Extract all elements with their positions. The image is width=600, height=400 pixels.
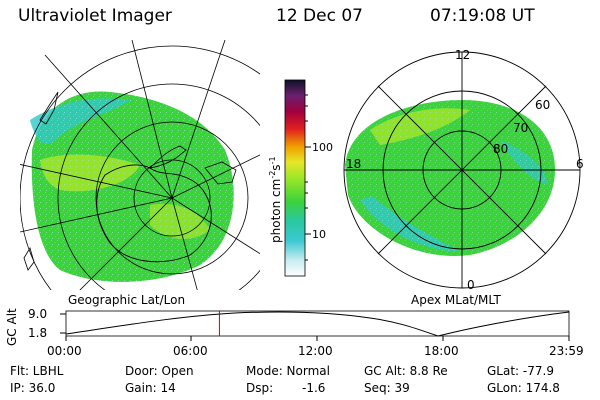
color-scale-bar — [284, 79, 306, 277]
info-seq: Seq: 39 — [364, 381, 410, 395]
altitude-xtick-2359: 23:59 — [549, 344, 584, 358]
altitude-plot — [60, 310, 570, 341]
altitude-xtick-1200: 12:00 — [298, 344, 333, 358]
altitude-ytick-low: 1.8 — [28, 326, 48, 340]
geographic-map — [20, 40, 260, 290]
info-dsp-value: -1.6 — [302, 381, 326, 395]
mlat-label-80: 80 — [493, 142, 509, 156]
colorbar-unit-s: s — [269, 164, 283, 171]
colorbar-unit: photon cm — [269, 178, 283, 243]
info-mode: Mode: Normal — [246, 364, 330, 378]
altitude-xtick-0000: 00:00 — [47, 344, 82, 358]
altitude-xtick-0600: 06:00 — [173, 344, 208, 358]
colorbar-unit-exp2: -1 — [268, 156, 277, 165]
colorbar-tick-100: 100 — [312, 141, 333, 154]
mlt-label-6: 6 — [576, 157, 584, 171]
altitude-ytick-high: 9.0 — [28, 307, 48, 321]
altitude-curve — [65, 311, 570, 337]
altitude-ylabel: GC Alt — [5, 308, 19, 346]
colorbar-axis-label: photon cm-2s-1 — [268, 156, 283, 243]
info-door: Door: Open — [125, 364, 194, 378]
mlt-label-12: 12 — [455, 48, 471, 62]
mlt-label-0: 0 — [467, 278, 475, 292]
colorbar-unit-exp1: -2 — [268, 170, 277, 179]
info-gc-alt: GC Alt: 8.8 Re — [364, 364, 448, 378]
left-map-caption: Geographic Lat/Lon — [68, 293, 186, 307]
info-flt: Flt: LBHL — [10, 364, 64, 378]
info-gain: Gain: 14 — [125, 381, 176, 395]
mlt-label-18: 18 — [346, 157, 362, 171]
colorbar-tick-10: 10 — [312, 228, 326, 241]
date-label: 12 Dec 07 — [276, 6, 363, 26]
info-ip: IP: 36.0 — [10, 381, 56, 395]
time-label: 07:19:08 UT — [430, 6, 535, 26]
info-glat: GLat: -77.9 — [487, 364, 554, 378]
mlat-label-70: 70 — [513, 121, 529, 135]
info-dsp-label: Dsp: — [246, 381, 274, 395]
altitude-xtick-1800: 18:00 — [424, 344, 459, 358]
mlat-label-60: 60 — [535, 98, 551, 112]
info-glon: GLon: 174.8 — [487, 381, 560, 395]
app-title: Ultraviolet Imager — [18, 6, 172, 26]
right-map-caption: Apex MLat/MLT — [411, 293, 501, 307]
magnetic-map — [343, 51, 581, 289]
